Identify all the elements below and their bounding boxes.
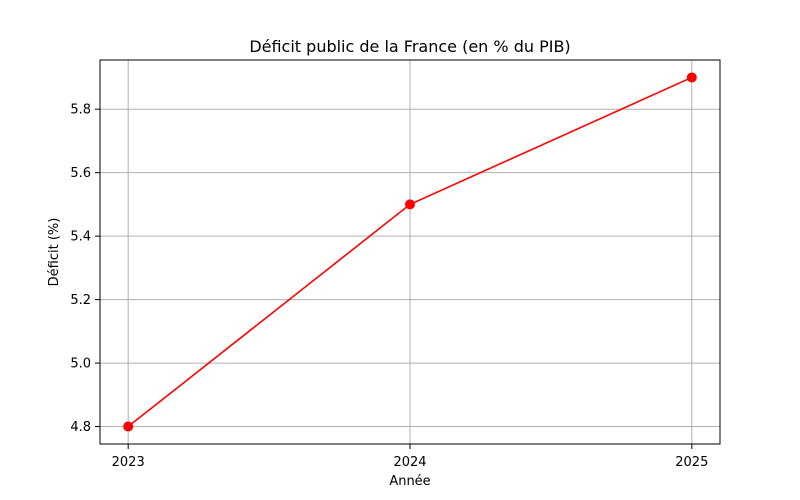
y-tick-label: 5.8: [70, 103, 91, 118]
x-axis-title: Année: [389, 474, 430, 489]
x-tick-label: 2024: [393, 455, 426, 470]
y-tick-label: 5.2: [70, 293, 91, 308]
x-tick-label: 2023: [112, 455, 145, 470]
plot-frame: [99, 59, 721, 445]
grid: [100, 60, 720, 444]
x-tick-label: 2025: [675, 455, 708, 470]
data-point: [123, 421, 134, 432]
series-layer: [123, 72, 697, 432]
data-point: [405, 199, 415, 210]
chart-title: Déficit public de la France (en % du PIB…: [249, 37, 570, 56]
y-tick-label: 5.6: [70, 166, 91, 181]
y-tick-label: 4.8: [70, 420, 91, 435]
y-tick-label: 5.4: [70, 230, 91, 245]
y-axis-title: Déficit (%): [47, 218, 62, 287]
axis-ticks: 2023 2024 2025 4.8 5.0 5.2 5.4 5.6 5.8: [70, 103, 708, 470]
y-tick-label: 5.0: [70, 357, 91, 372]
data-point: [686, 72, 697, 83]
